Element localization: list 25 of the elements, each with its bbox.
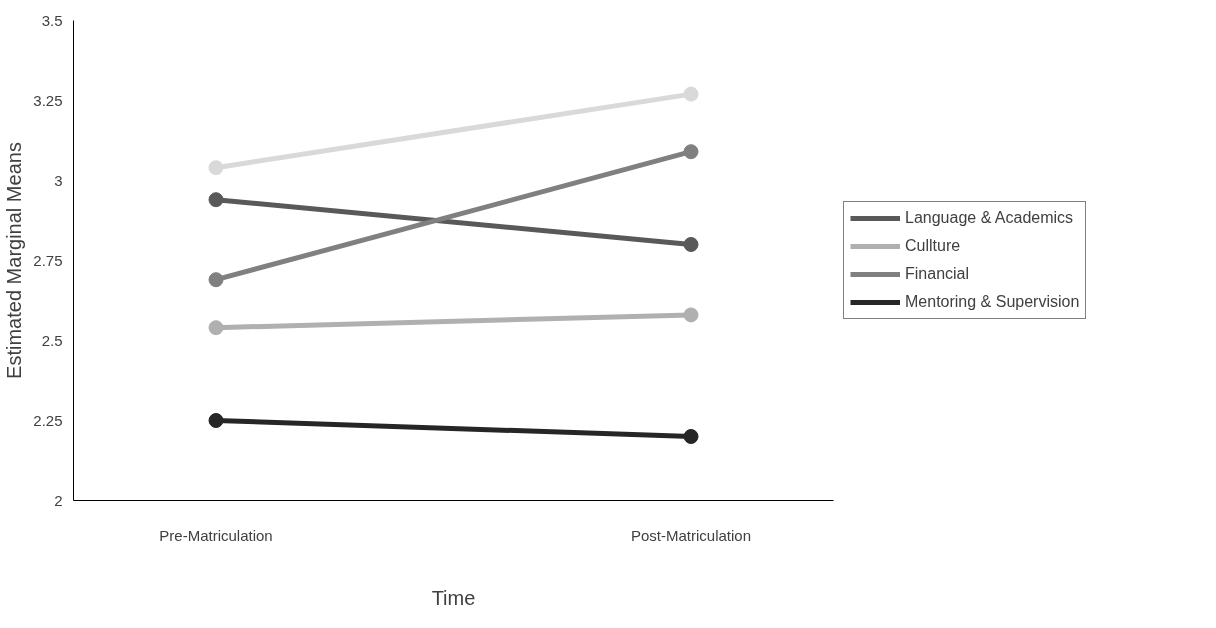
point <box>208 320 224 336</box>
x-axis-title: Time <box>431 586 476 609</box>
legend-label: Financial <box>905 265 970 283</box>
y-tick-label: 2 <box>54 491 63 509</box>
y-tick-label: 2.75 <box>33 251 63 269</box>
y-tick-label: 2.5 <box>41 331 63 349</box>
legend-label: Language & Academics <box>905 209 1074 227</box>
point <box>208 413 224 428</box>
point <box>683 144 699 160</box>
point <box>208 272 224 288</box>
x-tick-label: Pre-Matriculation <box>159 526 273 544</box>
y-tick-label: 3 <box>54 171 63 189</box>
point <box>683 429 699 444</box>
x-tick-label: Post-Matriculation <box>630 526 752 544</box>
y-tick-label: 2.25 <box>33 411 63 429</box>
point <box>683 86 699 102</box>
point <box>683 307 699 323</box>
legend-label: Cullture <box>905 237 961 255</box>
legend-label: Mentoring & Supervision <box>905 293 1080 311</box>
point <box>208 160 224 176</box>
point <box>208 192 224 208</box>
y-axis-title: Estimated Marginal Means <box>3 142 26 379</box>
y-tick-label: 3.5 <box>41 11 63 29</box>
y-tick-label: 3.25 <box>33 91 63 109</box>
point <box>683 237 699 252</box>
